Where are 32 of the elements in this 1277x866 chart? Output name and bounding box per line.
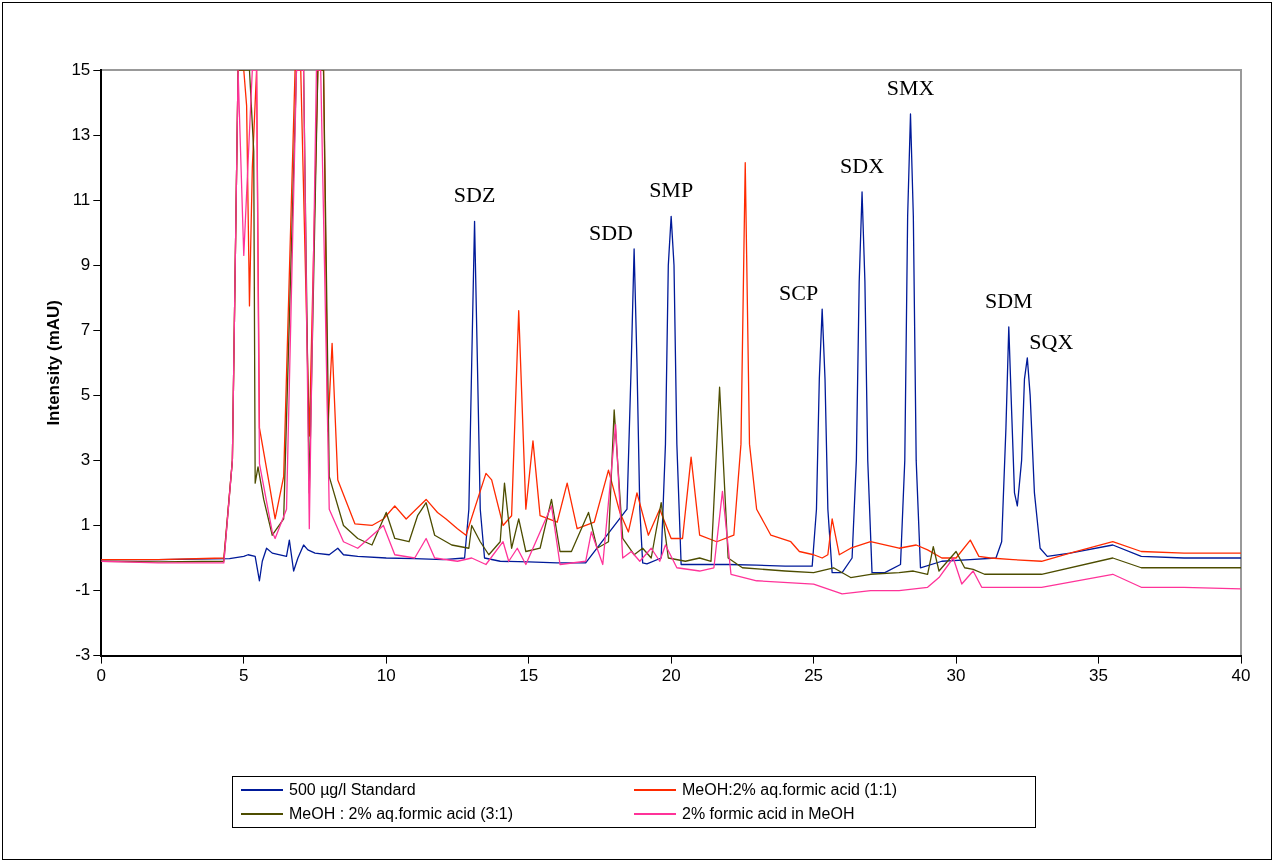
y-tick-label: -3 (75, 645, 91, 665)
x-tick-label: 10 (376, 666, 396, 686)
y-tick-label: 1 (80, 515, 91, 535)
annotation: SDZ (453, 182, 496, 208)
x-tick-label: 25 (804, 666, 824, 686)
y-tick-label: 15 (71, 59, 91, 79)
legend-label: MeOH:2% aq.formic acid (1:1) (682, 781, 898, 799)
annotation: SDM (984, 287, 1033, 313)
x-tick-label: 40 (1231, 666, 1251, 686)
annotation: SMX (886, 74, 935, 100)
x-tick-label: 15 (519, 666, 539, 686)
y-axis-title: Intensity (mAU) (43, 299, 63, 426)
annotation: SMP (649, 177, 694, 203)
y-tick-label: 9 (80, 254, 91, 274)
x-tick-label: 35 (1089, 666, 1108, 686)
y-tick-label: 3 (80, 450, 91, 470)
annotation: SCP (779, 279, 819, 305)
annotation: SDX (840, 152, 885, 178)
x-tick-label: 5 (239, 666, 249, 686)
x-tick-label: 20 (661, 666, 681, 686)
x-tick-label: 0 (96, 666, 107, 686)
annotation: SDD (588, 219, 633, 245)
annotation: SQX (1029, 328, 1074, 354)
y-tick-label: 5 (80, 385, 91, 405)
y-tick-label: -1 (75, 580, 91, 600)
legend-label: 2% formic acid in MeOH (682, 805, 855, 823)
y-tick-label: 11 (72, 189, 91, 209)
x-tick-label: 30 (946, 666, 966, 686)
legend-label: MeOH : 2% aq.formic acid (3:1) (289, 805, 514, 823)
legend-label: 500 µg/l Standard (289, 781, 416, 799)
y-tick-label: 13 (71, 124, 91, 144)
y-tick-label: 7 (80, 319, 91, 339)
